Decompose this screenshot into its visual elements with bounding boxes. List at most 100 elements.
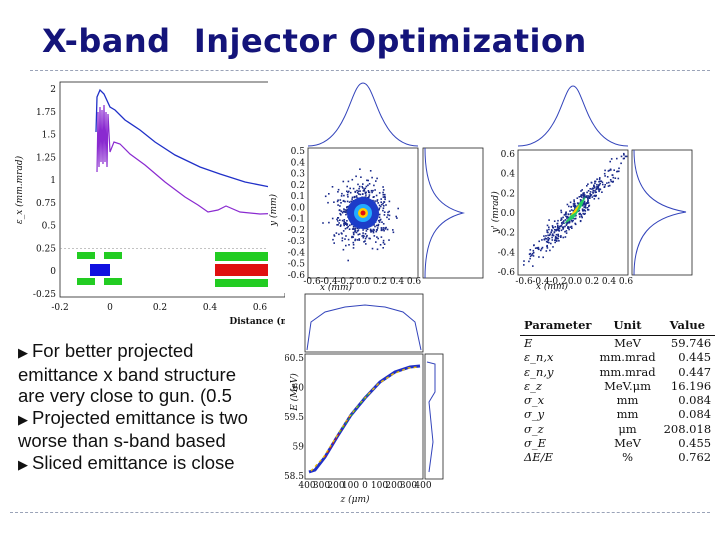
particle-dot xyxy=(564,236,567,238)
particle-dot xyxy=(335,232,338,234)
particle-dot xyxy=(350,200,353,203)
particle-dot xyxy=(604,169,606,172)
emittance-x-tick-label: 0.4 xyxy=(203,303,218,313)
particle-dot xyxy=(537,247,539,250)
bullet-text: Sliced emittance is close xyxy=(32,451,235,473)
particle-dot xyxy=(578,209,581,212)
particle-dot xyxy=(392,231,395,234)
particle-dot xyxy=(375,241,377,243)
particle-dot xyxy=(618,170,620,173)
long-y-tick-label: 60.5 xyxy=(285,354,304,364)
particle-dot xyxy=(545,235,547,237)
particle-dot xyxy=(609,179,612,181)
particle-dot xyxy=(378,207,381,209)
particle-dot xyxy=(540,249,542,252)
long-y-tick-label: 59.5 xyxy=(285,413,304,423)
phase-core-center xyxy=(570,204,580,216)
phase-yp-profile xyxy=(633,149,687,276)
particle-dot xyxy=(597,185,600,187)
particle-dot xyxy=(368,237,370,240)
particle-dot xyxy=(538,248,540,251)
particle-dot xyxy=(597,186,600,188)
particle-dot xyxy=(594,190,596,192)
particle-dot xyxy=(348,244,350,246)
table-cell: % xyxy=(622,450,633,465)
particle-dot xyxy=(372,231,375,234)
particle-dot xyxy=(376,248,379,251)
particle-dot xyxy=(603,172,606,175)
particle-dot xyxy=(379,244,382,246)
particle-dot xyxy=(598,188,600,191)
particle-dot xyxy=(384,198,386,201)
particle-dot xyxy=(376,200,378,202)
table-cell: mm.mrad xyxy=(599,364,656,379)
particle-dot xyxy=(356,230,359,232)
particle-dot xyxy=(546,229,548,232)
particle-dot xyxy=(568,228,570,231)
particle-dot xyxy=(554,241,556,244)
particle-dot xyxy=(574,217,577,220)
particle-dot xyxy=(546,244,548,247)
long-x-tick-label: 200 xyxy=(327,481,344,491)
table-row: σ_E MeV 0.455 xyxy=(520,436,715,450)
particle-dot xyxy=(346,185,348,188)
particle-dot xyxy=(620,162,622,165)
table-cell: 16.196 xyxy=(670,378,712,393)
particle-dot xyxy=(354,230,356,232)
particle-dot xyxy=(365,196,367,198)
particle-dot xyxy=(588,204,591,207)
emittance-y-tick-label: 0 xyxy=(50,267,56,277)
emittance-x-tick-label: 0 xyxy=(107,303,113,313)
particle-dot xyxy=(584,203,587,206)
particle-dot xyxy=(590,181,593,184)
particle-dot xyxy=(383,243,386,245)
particle-dot xyxy=(363,190,366,192)
particle-dot xyxy=(355,231,358,234)
particle-dot xyxy=(383,211,386,213)
particle-dot xyxy=(557,226,560,229)
particle-dot xyxy=(596,183,598,186)
bullet-item: ▶ For better projected emittance x band s… xyxy=(18,340,278,407)
particle-dot xyxy=(591,187,594,190)
particle-dot xyxy=(377,223,380,226)
particle-dot xyxy=(598,190,600,193)
long-x-label: z (μm) xyxy=(339,494,369,505)
particle-dot xyxy=(580,190,582,192)
particle-dot xyxy=(532,255,535,257)
particle-dot xyxy=(523,264,525,266)
particle-dot xyxy=(601,181,604,184)
emittance-y-tick-label: 1 xyxy=(50,176,56,186)
y-profile-frame xyxy=(422,147,484,279)
xy-x-tick-label: 0.6 xyxy=(407,277,422,287)
table-cell: σ_z xyxy=(524,421,544,436)
table-header: Parameter xyxy=(520,318,596,336)
current-frame xyxy=(304,293,424,353)
bullet-text: emittance x band structure xyxy=(18,363,236,385)
particle-dot xyxy=(598,183,600,186)
phase-y-tick-label: 0.2 xyxy=(501,189,515,199)
particle-dot xyxy=(355,175,357,178)
xy-x-tick-label: 0.4 xyxy=(390,277,405,287)
particle-dot xyxy=(587,209,590,211)
particle-dot xyxy=(581,216,583,219)
particle-dot xyxy=(579,220,582,223)
particle-dot xyxy=(377,224,379,227)
particle-dot xyxy=(601,191,603,193)
particle-dot xyxy=(584,205,586,207)
particle-dot xyxy=(583,209,586,211)
particle-dot xyxy=(376,177,378,180)
particle-dot xyxy=(559,225,561,228)
table-cell: E xyxy=(524,336,533,350)
particle-dot xyxy=(613,169,615,171)
particle-dot xyxy=(587,209,589,211)
particle-dot xyxy=(337,191,339,193)
structure-block xyxy=(215,252,285,261)
particle-dot xyxy=(550,229,553,231)
particle-dot xyxy=(616,157,618,160)
particle-dot xyxy=(351,198,353,200)
particle-dot xyxy=(561,222,563,224)
particle-dot xyxy=(331,186,334,188)
xy-y-tick-label: -0.3 xyxy=(288,237,306,247)
particle-dot xyxy=(566,223,568,225)
